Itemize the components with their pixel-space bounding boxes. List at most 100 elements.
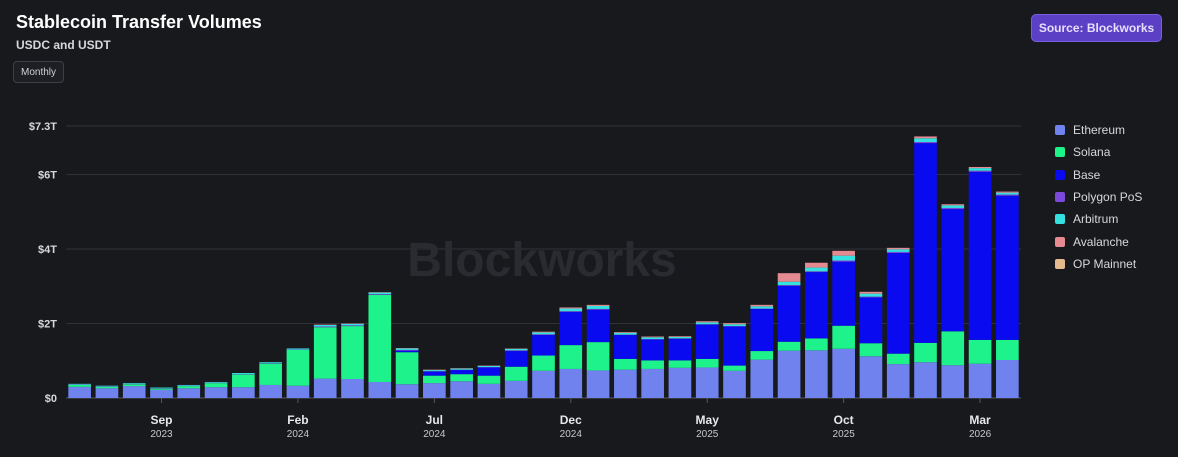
legend-item-solana[interactable]: Solana xyxy=(1055,141,1142,163)
bar-segment[interactable] xyxy=(886,364,910,398)
bar-segment[interactable] xyxy=(777,273,801,282)
bar-segment[interactable] xyxy=(777,350,801,398)
bar-segment[interactable] xyxy=(68,386,91,398)
bar-segment[interactable] xyxy=(150,389,173,398)
bar-segment[interactable] xyxy=(122,386,146,398)
bar-segment[interactable] xyxy=(395,384,419,398)
bar-segment[interactable] xyxy=(941,204,965,206)
bar-stack[interactable] xyxy=(941,204,965,398)
legend-item-op-mainnet[interactable]: OP Mainnet xyxy=(1055,253,1142,275)
bar-segment[interactable] xyxy=(450,381,473,398)
bar-segment[interactable] xyxy=(341,325,364,327)
bar-segment[interactable] xyxy=(968,363,992,398)
bar-segment[interactable] xyxy=(532,332,555,335)
bar-segment[interactable] xyxy=(395,348,419,350)
bar-segment[interactable] xyxy=(532,334,555,336)
bar-segment[interactable] xyxy=(641,336,664,338)
bar-segment[interactable] xyxy=(914,136,937,139)
bar-segment[interactable] xyxy=(859,297,883,344)
bar-segment[interactable] xyxy=(504,350,528,352)
bar-stack[interactable] xyxy=(477,365,501,398)
bar-segment[interactable] xyxy=(504,348,528,351)
bar-segment[interactable] xyxy=(996,191,1019,193)
bar-segment[interactable] xyxy=(586,305,610,309)
bar-segment[interactable] xyxy=(259,384,282,398)
bar-stack[interactable] xyxy=(259,362,282,398)
bar-segment[interactable] xyxy=(777,341,801,351)
bar-segment[interactable] xyxy=(996,194,1019,196)
bar-segment[interactable] xyxy=(232,387,255,398)
bar-segment[interactable] xyxy=(532,370,555,398)
bar-segment[interactable] xyxy=(723,365,746,371)
bar-stack[interactable] xyxy=(695,321,719,398)
bar-segment[interactable] xyxy=(668,367,692,398)
bar-segment[interactable] xyxy=(341,326,364,379)
bar-segment[interactable] xyxy=(968,168,992,171)
bar-stack[interactable] xyxy=(614,332,637,398)
source-badge[interactable]: Source: Blockworks xyxy=(1031,14,1162,42)
bar-segment[interactable] xyxy=(777,281,801,286)
bar-segment[interactable] xyxy=(423,370,446,372)
bar-segment[interactable] xyxy=(559,307,583,309)
bar-segment[interactable] xyxy=(450,368,473,370)
bar-segment[interactable] xyxy=(177,388,201,398)
bar-stack[interactable] xyxy=(95,385,119,398)
bar-segment[interactable] xyxy=(68,383,91,385)
bar-segment[interactable] xyxy=(914,142,937,144)
bar-stack[interactable] xyxy=(150,387,173,398)
bar-segment[interactable] xyxy=(805,267,828,272)
bar-segment[interactable] xyxy=(368,294,392,382)
bar-stack[interactable] xyxy=(68,383,91,398)
bar-segment[interactable] xyxy=(177,386,201,389)
bar-segment[interactable] xyxy=(150,387,173,389)
bar-segment[interactable] xyxy=(232,374,255,388)
legend-item-ethereum[interactable]: Ethereum xyxy=(1055,119,1142,141)
bar-stack[interactable] xyxy=(996,191,1019,398)
bar-segment[interactable] xyxy=(723,323,746,325)
bar-segment[interactable] xyxy=(368,381,392,398)
bar-segment[interactable] xyxy=(832,250,855,256)
bar-segment[interactable] xyxy=(586,304,610,306)
bar-segment[interactable] xyxy=(477,365,501,368)
bar-segment[interactable] xyxy=(668,336,692,337)
bar-segment[interactable] xyxy=(941,209,965,332)
bar-segment[interactable] xyxy=(368,292,392,295)
bar-segment[interactable] xyxy=(886,253,910,354)
bar-segment[interactable] xyxy=(750,306,774,309)
bar-segment[interactable] xyxy=(150,388,173,390)
bar-segment[interactable] xyxy=(832,260,855,262)
bar-segment[interactable] xyxy=(805,338,828,351)
bar-segment[interactable] xyxy=(95,385,119,387)
bar-segment[interactable] xyxy=(695,321,719,323)
bar-segment[interactable] xyxy=(668,336,692,339)
bar-segment[interactable] xyxy=(614,369,637,398)
bar-segment[interactable] xyxy=(368,294,392,295)
bar-segment[interactable] xyxy=(750,351,774,360)
bar-segment[interactable] xyxy=(668,360,692,368)
bar-segment[interactable] xyxy=(941,365,965,398)
bar-segment[interactable] xyxy=(941,331,965,366)
bar-segment[interactable] xyxy=(859,296,883,298)
bar-segment[interactable] xyxy=(559,311,583,312)
bar-segment[interactable] xyxy=(832,261,855,326)
bar-segment[interactable] xyxy=(996,359,1019,398)
bar-segment[interactable] xyxy=(395,350,419,353)
bar-segment[interactable] xyxy=(95,388,119,398)
bar-stack[interactable] xyxy=(777,273,801,398)
bar-segment[interactable] xyxy=(313,378,337,398)
bar-stack[interactable] xyxy=(286,348,310,398)
bar-stack[interactable] xyxy=(368,292,392,398)
bar-segment[interactable] xyxy=(313,324,337,327)
bar-stack[interactable] xyxy=(122,383,146,398)
bar-segment[interactable] xyxy=(614,358,637,370)
bar-segment[interactable] xyxy=(477,375,501,384)
bar-segment[interactable] xyxy=(504,380,528,398)
bar-segment[interactable] xyxy=(805,262,828,268)
bar-stack[interactable] xyxy=(586,304,610,398)
bar-segment[interactable] xyxy=(532,355,555,371)
bar-stack[interactable] xyxy=(832,250,855,398)
bar-segment[interactable] xyxy=(886,249,910,252)
bar-segment[interactable] xyxy=(559,368,583,398)
bar-segment[interactable] xyxy=(259,362,282,364)
bar-segment[interactable] xyxy=(996,339,1019,360)
